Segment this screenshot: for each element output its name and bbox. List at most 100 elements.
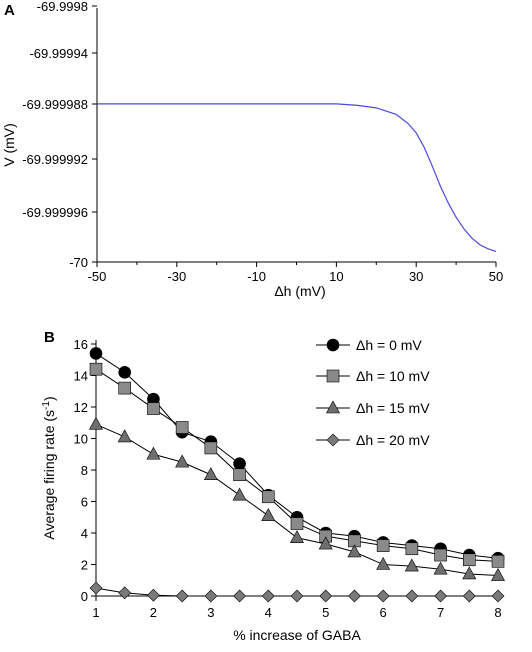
panel-a-letter: A (4, 2, 15, 19)
data-point (146, 446, 161, 460)
panel-a-x-label: Δh (mV) (274, 283, 325, 299)
panel-a: A -50 -30 -10 10 30 50 -70 -69.999996 -69.99999… (1, 0, 503, 299)
panel-a-y-tick-label: -70 (69, 255, 88, 270)
panel-b-x-tick-label: 4 (265, 605, 272, 620)
data-point (376, 539, 390, 552)
data-point (290, 589, 304, 603)
data-point (118, 366, 132, 379)
panel-a-y-tick-label: -69.9998 (37, 0, 88, 14)
panel-a-x-ticks: -50 -30 -10 10 30 50 (88, 262, 503, 284)
data-point (434, 589, 447, 603)
legend-label: Δh = 10 mV (356, 368, 430, 384)
data-point (290, 517, 304, 530)
data-point (404, 558, 419, 572)
data-point (118, 381, 132, 395)
panel-a-x-tick-label: 10 (329, 269, 343, 284)
panel-b-x-tick-label: 8 (494, 605, 501, 620)
data-point (462, 553, 476, 567)
data-point (490, 567, 506, 581)
data-point (405, 589, 419, 603)
panel-b-y-label-end: ) (41, 396, 57, 401)
panel-b-y-tick-label: 14 (74, 369, 88, 384)
series-triangle (88, 416, 506, 581)
data-point (232, 487, 247, 501)
data-point (376, 589, 390, 603)
panel-b-y-label-main: Average firing rate (s (41, 410, 57, 540)
data-point (491, 589, 505, 603)
panel-b-x-tick-label: 7 (437, 605, 444, 620)
data-point (318, 536, 333, 550)
legend-label: Δh = 20 mV (356, 432, 430, 448)
data-point (261, 589, 275, 603)
panel-a-y-ticks: -70 -69.999996 -69.999992 -69.999988 -69.999… (22, 0, 97, 270)
data-point (261, 490, 275, 504)
panel-b-legend: Δh = 0 mV Δh = 10 mV Δh = 15 mV Δh = 20 mV (316, 337, 430, 448)
series-square (89, 362, 505, 568)
panel-a-y-tick-label: -69.999992 (22, 152, 88, 167)
panel-b-letter: B (44, 329, 55, 346)
panel-b-y-tick-label: 10 (74, 432, 88, 447)
data-point (147, 588, 160, 602)
panel-b-y-tick-label: 6 (81, 495, 88, 510)
data-point (289, 530, 305, 544)
data-point (89, 347, 103, 360)
panel-b-x-tick-label: 6 (380, 605, 387, 620)
data-point (347, 544, 362, 558)
panel-a-y-label: V (mV) (1, 123, 17, 167)
data-point (261, 508, 276, 521)
panel-a-y-tick-label: -69.999988 (22, 97, 88, 112)
panel-b-series (88, 347, 506, 603)
legend-marker (326, 369, 340, 383)
panel-a-x-tick-label: -30 (167, 269, 186, 284)
data-point (204, 441, 218, 455)
panel-b-x-tick-label: 3 (207, 605, 214, 620)
data-point (491, 555, 505, 568)
panel-b-y-tick-label: 2 (81, 558, 88, 573)
panel-b-y-tick-label: 0 (81, 589, 88, 604)
panel-a-y-tick-label: -69.999996 (22, 205, 88, 220)
data-point (319, 589, 333, 603)
data-point (233, 468, 246, 482)
legend-marker (326, 338, 340, 352)
panel-a-series-line (97, 103, 497, 253)
legend-label: Δh = 15 mV (356, 400, 430, 416)
data-point (117, 429, 132, 443)
data-point (89, 362, 103, 376)
panel-a-y-tick-label: -69.99994 (29, 46, 88, 61)
legend-marker (326, 433, 340, 447)
panel-b-y-tick-label: 4 (81, 526, 88, 541)
panel-b-y-label-sup: -1 (41, 401, 52, 410)
panel-b-x-tick-label: 1 (92, 605, 99, 620)
data-point (203, 467, 218, 481)
data-point (233, 589, 246, 603)
data-point (434, 548, 447, 562)
data-point (405, 542, 419, 556)
data-point (88, 416, 104, 430)
data-point (433, 561, 448, 575)
data-point (462, 589, 476, 603)
data-point (118, 586, 132, 600)
data-point (204, 589, 218, 603)
legend-marker (325, 400, 341, 414)
data-point (348, 589, 361, 603)
series-diamond (89, 581, 505, 603)
panel-a-x-tick-label: 30 (409, 269, 423, 284)
panel-a-x-tick-label: 50 (489, 269, 503, 284)
panel-b-y-ticks: 0 2 4 6 8 10 12 14 16 (74, 337, 96, 604)
panel-b-x-tick-label: 2 (150, 605, 157, 620)
panel-b-x-label: % increase of GABA (233, 627, 361, 643)
panel-b-y-tick-label: 12 (74, 400, 88, 415)
data-point (175, 589, 189, 603)
data-point (462, 566, 477, 580)
data-point (175, 454, 190, 468)
data-point (175, 421, 189, 434)
panel-b-y-tick-label: 16 (74, 337, 88, 352)
data-point (147, 402, 160, 415)
data-point (376, 556, 391, 570)
data-point (233, 457, 246, 471)
panel-b-y-tick-label: 8 (81, 463, 88, 478)
panel-a-x-tick-label: -10 (247, 269, 266, 284)
panel-a-x-tick-label: -50 (88, 269, 107, 284)
